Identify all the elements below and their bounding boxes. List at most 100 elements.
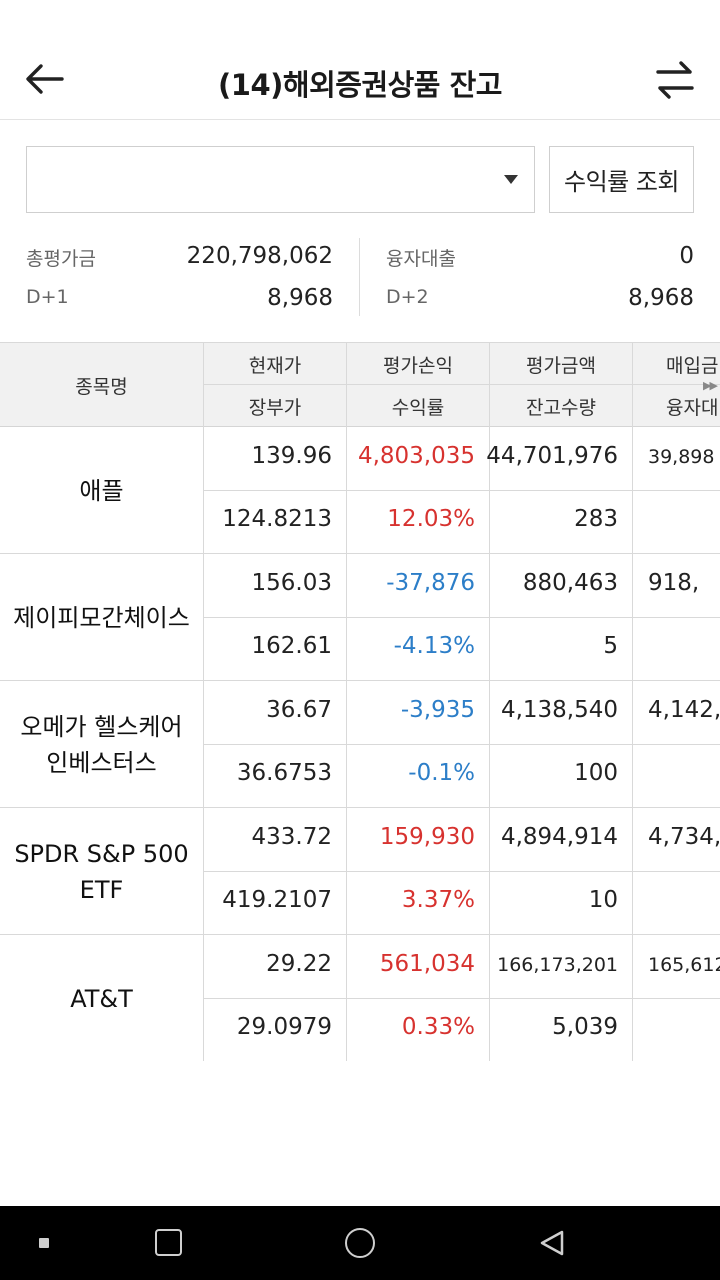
return-rate: 12.03% <box>387 506 475 532</box>
rate-inquiry-button[interactable]: 수익률 조회 <box>549 146 694 213</box>
chevron-down-icon <box>504 175 518 184</box>
nav-back-icon[interactable] <box>537 1228 567 1258</box>
return-rate: -4.13% <box>393 633 475 659</box>
book-price: 124.8213 <box>222 506 332 532</box>
row-half-divider <box>204 744 720 745</box>
table-row[interactable]: 애플 139.96 124.8213 4,803,035 12.03% 44,701,97… <box>0 427 720 554</box>
row-divider <box>0 680 720 681</box>
account-select[interactable] <box>26 146 535 213</box>
header-divider <box>204 384 720 385</box>
return-rate: -0.1% <box>408 760 475 786</box>
header-col-divider <box>489 343 490 427</box>
purchase-amount: 4,734,9 <box>648 824 720 850</box>
summary-divider <box>359 238 360 316</box>
col-divider <box>203 681 204 808</box>
purchase-amount: 165,612 <box>648 954 720 976</box>
d2-value: 8,968 <box>628 285 694 311</box>
stock-name: SPDR S&P 500 ETF <box>14 839 189 904</box>
header-name: 종목명 <box>75 376 128 398</box>
header-book-price: 장부가 <box>248 397 302 419</box>
holdings-table[interactable]: 종목명 현재가 장부가 평가손익 수익률 평가금액 잔고수량 매입금 융자대 ▶… <box>0 342 720 1061</box>
eval-amount: 166,173,201 <box>497 954 618 976</box>
total-eval-value: 220,798,062 <box>186 243 333 269</box>
row-divider <box>0 807 720 808</box>
quantity: 100 <box>574 760 618 786</box>
header-return-rate: 수익률 <box>391 397 445 419</box>
eval-pl: -37,876 <box>386 570 475 596</box>
loan-value: 0 <box>679 243 694 269</box>
table-row[interactable]: 오메가 헬스케어 인베스터스 36.67 36.6753 -3,935 -0.1% 4,1… <box>0 681 720 808</box>
row-half-divider <box>204 871 720 872</box>
header-loan: 융자대 <box>666 397 719 419</box>
eval-pl: 4,803,035 <box>357 443 475 469</box>
row-divider <box>0 553 720 554</box>
header-col-divider <box>632 343 633 427</box>
stock-name: 오메가 헬스케어 인베스터스 <box>20 712 183 777</box>
table-row[interactable]: 제이피모간체이스 156.03 162.61 -37,876 -4.13% 880,463… <box>0 554 720 681</box>
scroll-right-icon[interactable]: ▶▶ <box>703 379 718 392</box>
app-header: (14)해외증권상품 잔고 <box>0 0 720 120</box>
col-divider <box>203 427 204 554</box>
current-price: 156.03 <box>251 570 332 596</box>
purchase-amount: 39,898 <box>648 446 715 468</box>
d1-label: D+1 <box>26 286 69 308</box>
header-current-price: 현재가 <box>248 355 302 377</box>
current-price: 139.96 <box>251 443 332 469</box>
header-eval-pl: 평가손익 <box>383 355 453 377</box>
book-price: 29.0979 <box>236 1014 332 1040</box>
row-divider <box>0 934 720 935</box>
total-eval-label: 총평가금 <box>26 248 96 270</box>
col-divider <box>203 808 204 935</box>
swap-button[interactable] <box>654 58 696 102</box>
table-row[interactable]: SPDR S&P 500 ETF 433.72 419.2107 159,930 3.3… <box>0 808 720 935</box>
return-rate: 3.37% <box>401 887 475 913</box>
eval-amount: 880,463 <box>522 570 618 596</box>
eval-amount: 4,138,540 <box>500 697 618 723</box>
row-half-divider <box>204 617 720 618</box>
purchase-amount: 4,142,4 <box>648 697 720 723</box>
d2-label: D+2 <box>386 286 429 308</box>
eval-amount: 44,701,976 <box>486 443 618 469</box>
eval-pl: -3,935 <box>400 697 475 723</box>
stock-name: AT&T <box>70 984 133 1013</box>
back-button[interactable] <box>22 58 68 102</box>
header-col-divider <box>203 343 204 427</box>
purchase-amount: 918, <box>648 570 700 596</box>
book-price: 419.2107 <box>222 887 332 913</box>
eval-amount: 4,894,914 <box>500 824 618 850</box>
row-half-divider <box>204 998 720 999</box>
stock-name: 제이피모간체이스 <box>13 603 190 632</box>
stock-name: 애플 <box>79 476 124 505</box>
arrow-left-icon <box>26 64 64 94</box>
home-icon[interactable] <box>345 1228 375 1258</box>
balance-summary: 총평가금 220,798,062 D+1 8,968 융자대출 0 D+2 8,… <box>0 234 720 318</box>
eval-pl: 159,930 <box>379 824 475 850</box>
quantity: 5 <box>603 633 618 659</box>
book-price: 162.61 <box>251 633 332 659</box>
quantity: 10 <box>588 887 618 913</box>
d1-value: 8,968 <box>267 285 333 311</box>
loan-label: 융자대출 <box>386 248 456 270</box>
swap-arrows-icon <box>656 61 694 99</box>
table-row[interactable]: AT&T 29.22 29.0979 561,034 0.33% 166,173,201 5… <box>0 935 720 1061</box>
table-header: 종목명 현재가 장부가 평가손익 수익률 평가금액 잔고수량 매입금 융자대 ▶… <box>0 343 720 427</box>
row-half-divider <box>204 490 720 491</box>
col-divider <box>203 935 204 1061</box>
system-nav-bar <box>0 1206 720 1280</box>
return-rate: 0.33% <box>401 1014 475 1040</box>
quantity: 283 <box>574 506 618 532</box>
eval-pl: 561,034 <box>379 951 475 977</box>
current-price: 29.22 <box>266 951 332 977</box>
header-eval-amount: 평가금액 <box>526 355 596 377</box>
header-purchase-amount: 매입금 <box>666 355 719 377</box>
book-price: 36.6753 <box>236 760 332 786</box>
menu-dot-icon[interactable] <box>39 1238 49 1248</box>
current-price: 36.67 <box>266 697 332 723</box>
current-price: 433.72 <box>251 824 332 850</box>
quantity: 5,039 <box>552 1014 618 1040</box>
header-col-divider <box>346 343 347 427</box>
header-quantity: 잔고수량 <box>526 397 596 419</box>
col-divider <box>203 554 204 681</box>
page-title: (14)해외증권상품 잔고 <box>218 68 502 102</box>
recent-apps-icon[interactable] <box>155 1229 182 1256</box>
